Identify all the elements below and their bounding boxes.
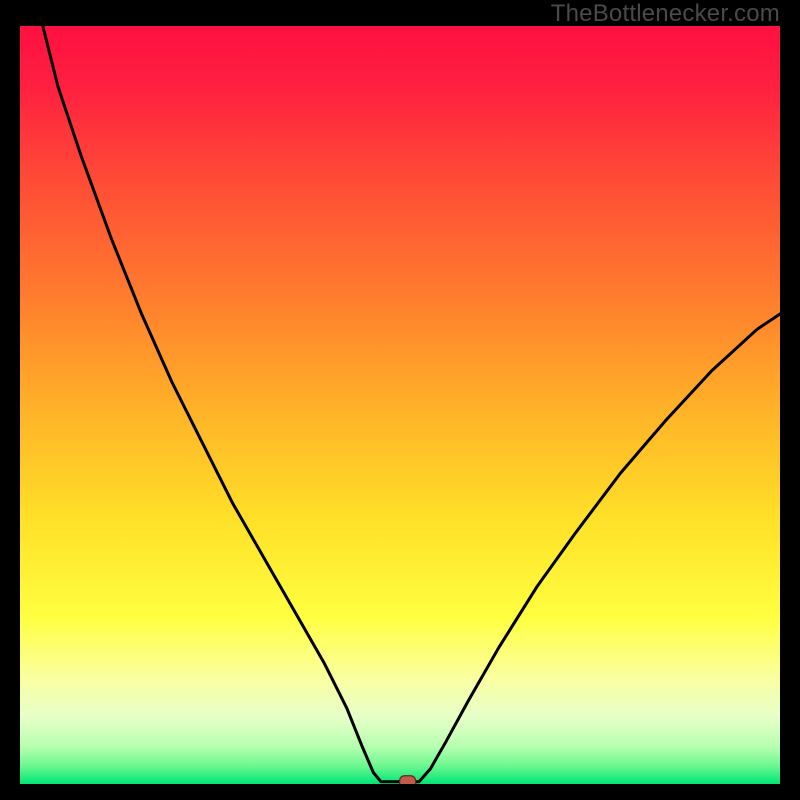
plot-area <box>20 26 780 788</box>
bottleneck-chart <box>0 0 800 800</box>
watermark-text: TheBottlenecker.com <box>551 0 780 28</box>
gradient-background <box>20 26 780 784</box>
chart-stage: TheBottlenecker.com <box>0 0 800 800</box>
